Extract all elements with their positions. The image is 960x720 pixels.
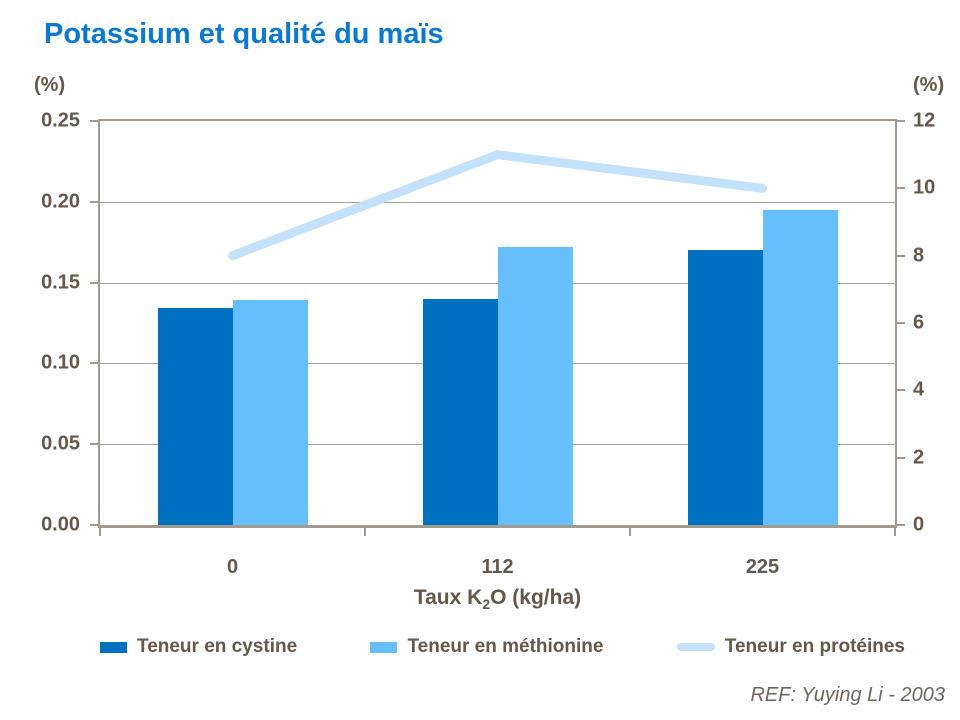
legend-label: Teneur en protéines <box>724 636 905 657</box>
right-axis-unit: (%) <box>913 74 945 96</box>
right-axis-tick-label: 4 <box>913 378 925 401</box>
plot-area <box>90 119 905 536</box>
right-tick-mark <box>897 187 905 190</box>
left-axis-tick-label: 0.15 <box>41 271 80 294</box>
right-axis-tick-label: 6 <box>913 311 925 334</box>
left-tick-mark <box>90 443 98 446</box>
x-tick-mark <box>364 528 366 536</box>
right-tick-mark <box>897 120 905 122</box>
bar-teneur-en-cystine <box>687 250 763 525</box>
right-tick-mark <box>897 254 905 257</box>
bar-teneur-en-cystine <box>422 298 498 525</box>
legend-item-cystine: Teneur en cystine <box>100 636 297 658</box>
legend-label: Teneur en méthionine <box>407 636 604 657</box>
right-tick-mark <box>897 389 905 392</box>
chart-title: Potassium et qualité du maïs <box>44 18 444 50</box>
right-axis-tick-label: 10 <box>913 176 936 199</box>
legend: Teneur en cystine Teneur en méthionine T… <box>100 636 905 658</box>
x-axis-title: Taux K2O (kg/ha) <box>413 586 582 613</box>
left-axis-unit: (%) <box>34 74 66 96</box>
bar-teneur-en-méthionine <box>497 247 573 525</box>
legend-label: Teneur en cystine <box>137 636 298 657</box>
left-tick-mark <box>90 120 98 122</box>
bar-teneur-en-méthionine <box>762 209 838 525</box>
left-tick-mark <box>90 524 98 526</box>
left-axis-tick-label: 0.25 <box>41 109 80 132</box>
right-axis-tick-label: 0 <box>913 513 925 536</box>
left-tick-mark <box>90 362 98 365</box>
left-axis-tick-label: 0.00 <box>41 513 80 536</box>
reference-text: REF: Yuying Li - 2003 <box>750 684 945 706</box>
x-axis-category-label: 0 <box>226 556 239 578</box>
left-tick-mark <box>90 200 98 203</box>
left-axis-tick-label: 0.20 <box>41 190 80 213</box>
proteines-swatch-icon <box>676 643 715 651</box>
line-teneur-en-protéines <box>228 150 767 261</box>
right-axis-tick-label: 8 <box>913 244 925 267</box>
left-axis-tick-label: 0.10 <box>41 351 80 374</box>
gridline <box>100 201 895 203</box>
legend-item-proteines: Teneur en protéines <box>676 636 905 658</box>
right-tick-mark <box>897 524 905 526</box>
x-tick-mark <box>629 528 631 536</box>
x-tick-mark <box>894 528 896 536</box>
x-axis-category-label: 112 <box>481 556 514 578</box>
left-axis-tick-label: 0.05 <box>41 432 80 455</box>
right-axis-tick-label: 2 <box>913 446 925 469</box>
right-tick-mark <box>897 322 905 324</box>
left-tick-mark <box>90 281 98 284</box>
right-axis-tick-label: 12 <box>913 109 936 132</box>
bar-teneur-en-méthionine <box>232 300 308 525</box>
right-tick-mark <box>897 456 905 459</box>
methionine-swatch-icon <box>370 641 398 653</box>
legend-item-methionine: Teneur en méthionine <box>370 636 603 658</box>
cystine-swatch-icon <box>100 641 127 653</box>
bar-teneur-en-cystine <box>157 308 233 525</box>
x-axis-category-label: 225 <box>745 556 780 578</box>
x-tick-mark <box>99 528 101 536</box>
